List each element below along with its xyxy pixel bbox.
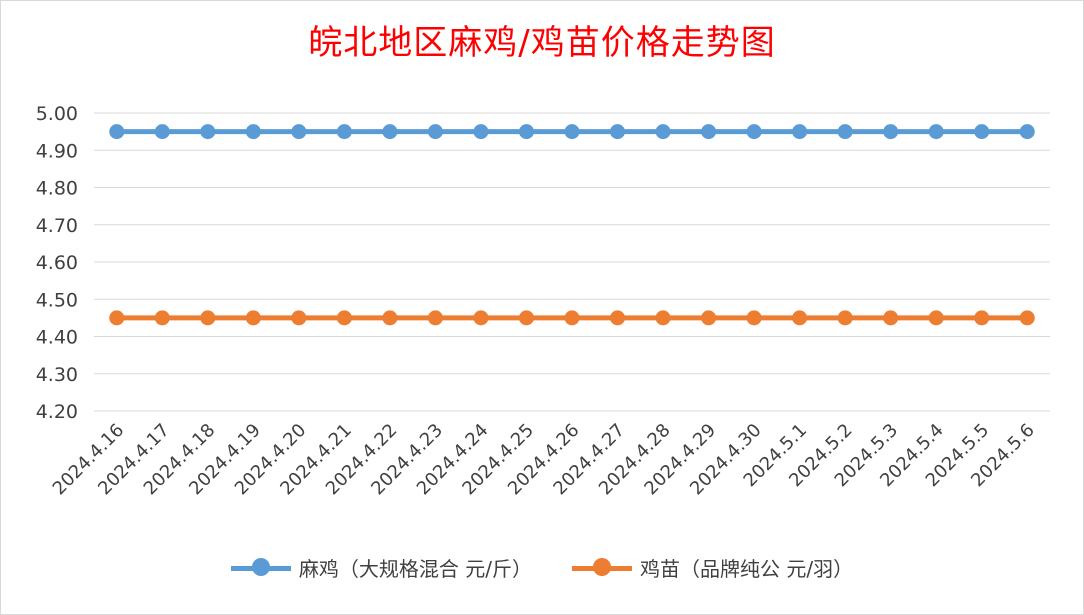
series-1-point-11	[610, 124, 625, 139]
series-2-point-11	[610, 310, 625, 325]
legend-swatch-series-2	[572, 558, 632, 578]
series-1-point-20	[1020, 124, 1035, 139]
legend-label-series-1: 麻鸡（大规格混合 元/斤）	[299, 553, 532, 582]
series-2-point-15	[792, 310, 807, 325]
y-tick-label-0: 4.20	[36, 401, 78, 423]
series-2-point-14	[747, 310, 762, 325]
series-1-point-18	[929, 124, 944, 139]
series-2-point-20	[1020, 310, 1035, 325]
legend: 麻鸡（大规格混合 元/斤） 鸡苗（品牌纯公 元/羽）	[1, 553, 1083, 582]
series-1-point-7	[428, 124, 443, 139]
series-1-point-19	[974, 124, 989, 139]
series-2-point-4	[291, 310, 306, 325]
series-2-point-13	[701, 310, 716, 325]
series-2-point-17	[883, 310, 898, 325]
line-chart: 4.204.304.404.504.604.704.804.905.002024…	[1, 1, 1083, 541]
y-tick-label-4: 4.60	[36, 252, 78, 274]
series-1-point-16	[838, 124, 853, 139]
legend-item-series-2[interactable]: 鸡苗（品牌纯公 元/羽）	[572, 553, 853, 582]
legend-swatch-series-1	[231, 558, 291, 578]
series-1-point-14	[747, 124, 762, 139]
series-1-point-12	[656, 124, 671, 139]
series-1-point-15	[792, 124, 807, 139]
legend-marker-series-1	[252, 558, 270, 576]
y-tick-label-5: 4.70	[36, 215, 78, 237]
series-2-point-0	[109, 310, 124, 325]
series-2-point-19	[974, 310, 989, 325]
series-1-point-13	[701, 124, 716, 139]
series-1-point-0	[109, 124, 124, 139]
series-1-point-3	[246, 124, 261, 139]
y-tick-label-1: 4.30	[36, 364, 78, 386]
series-2-point-18	[929, 310, 944, 325]
series-2-point-2	[200, 310, 215, 325]
legend-item-series-1[interactable]: 麻鸡（大规格混合 元/斤）	[231, 553, 532, 582]
series-2-point-10	[565, 310, 580, 325]
legend-marker-series-2	[593, 558, 611, 576]
series-1-point-10	[565, 124, 580, 139]
y-tick-label-6: 4.80	[36, 178, 78, 200]
series-1-point-9	[519, 124, 534, 139]
series-2-point-9	[519, 310, 534, 325]
series-1-point-2	[200, 124, 215, 139]
series-2-point-7	[428, 310, 443, 325]
series-1-point-6	[382, 124, 397, 139]
series-2-point-6	[382, 310, 397, 325]
y-tick-label-2: 4.40	[36, 327, 78, 349]
series-1-point-8	[473, 124, 488, 139]
series-1-point-5	[337, 124, 352, 139]
y-tick-label-3: 4.50	[36, 289, 78, 311]
y-tick-label-7: 4.90	[36, 140, 78, 162]
series-1-point-4	[291, 124, 306, 139]
y-tick-label-8: 5.00	[36, 103, 78, 125]
series-2-point-3	[246, 310, 261, 325]
series-1-point-1	[155, 124, 170, 139]
series-2-point-8	[473, 310, 488, 325]
series-2-point-1	[155, 310, 170, 325]
legend-label-series-2: 鸡苗（品牌纯公 元/羽）	[640, 553, 853, 582]
series-1-point-17	[883, 124, 898, 139]
series-2-point-16	[838, 310, 853, 325]
series-2-point-12	[656, 310, 671, 325]
series-2-point-5	[337, 310, 352, 325]
